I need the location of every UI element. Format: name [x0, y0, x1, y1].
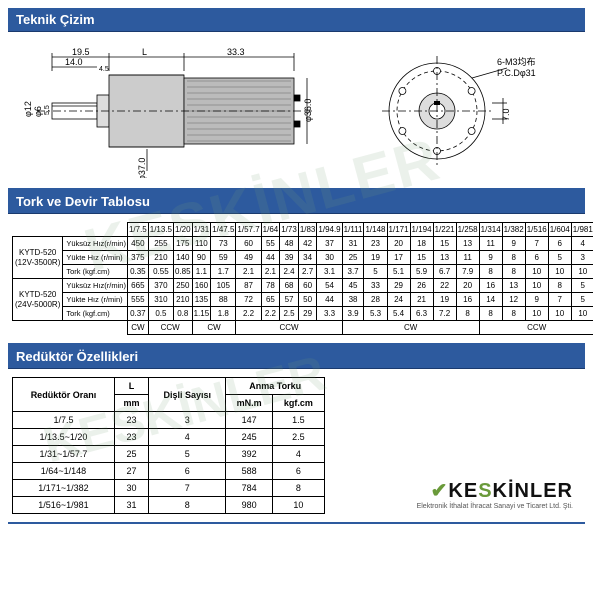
logo-text: ✔KESKİNLER — [417, 478, 573, 503]
m2-yuksuz-row: KYTD-520(24V-5000R) Yüksüz Hız(r/min) 66… — [13, 279, 593, 293]
ratio-row: 1/7.51/13.51/201/311/47.51/57.71/641/731… — [13, 223, 593, 237]
col-L-unit: mm — [114, 395, 148, 412]
model1-cell: KYTD-520(12V-3500R) — [13, 237, 63, 279]
svg-text:φ37.0: φ37.0 — [137, 157, 147, 177]
svg-text:φ12: φ12 — [23, 101, 33, 117]
reduktor-row: 1/7.52331471.5 — [13, 412, 325, 429]
reduktor-row: 1/31~1/57.72553924 — [13, 446, 325, 463]
m1-yuksuz-row: KYTD-520(12V-3500R) Yüksüz Hız(r/min) 45… — [13, 237, 593, 251]
svg-text:φ36.0: φ36.0 — [303, 98, 313, 121]
reduktor-table: Redüktör Oranı L Dişli Sayısı Anma Torku… — [12, 377, 325, 514]
tork-body: 1/7.51/13.51/201/311/47.51/57.71/641/731… — [8, 214, 585, 345]
col-kgfcm: kgf.cm — [272, 395, 324, 412]
col-disli: Dişli Sayısı — [149, 378, 226, 412]
reduktor-body: Redüktör Oranı L Dişli Sayısı Anma Torku… — [8, 369, 585, 524]
col-L: L — [114, 378, 148, 395]
svg-text:33.3: 33.3 — [227, 47, 245, 57]
col-anma: Anma Torku — [226, 378, 325, 395]
svg-text:4.5: 4.5 — [99, 66, 109, 73]
section-header-reduktor: Redüktör Özellikleri — [8, 345, 585, 369]
svg-text:P.C.Dφ31: P.C.Dφ31 — [497, 68, 536, 78]
teknik-body: 19.5 L 33.3 14.0 4.5 φ12 φ6 5.5 φ37.0 φ3… — [8, 32, 585, 190]
col-mnm: mN.m — [226, 395, 273, 412]
reduktor-row: 1/516~1/98131898010 — [13, 497, 325, 514]
svg-text:19.5: 19.5 — [72, 47, 90, 57]
drawing-svg: 19.5 L 33.3 14.0 4.5 φ12 φ6 5.5 φ37.0 φ3… — [17, 43, 577, 178]
svg-text:φ6: φ6 — [33, 106, 43, 117]
reduktor-row: 1/13.5~1/202342452.5 — [13, 429, 325, 446]
logo-green-swoosh: ✔ — [431, 480, 449, 502]
m1-yukte-row: Yükte Hız (r/min) 3752101409059494439343… — [13, 251, 593, 265]
reduktor-row: 1/171~1/3823077848 — [13, 480, 325, 497]
m1-tork-row: Tork (kgf.cm) 0.350.550.851.11.72.12.12.… — [13, 265, 593, 279]
m2-tork-row: Tork (kgf.cm) 0.370.50.81.151.82.22.22.5… — [13, 307, 593, 321]
m2-yukte-row: Yükte Hız (r/min) 5553102101358872655750… — [13, 293, 593, 307]
logo-subtitle: Elektronik İthalat İhracat Sanayi ve Tic… — [417, 503, 573, 510]
cw-row: CW CCW CW CCW CW CCW — [13, 321, 593, 335]
svg-text:5.5: 5.5 — [44, 105, 51, 115]
tork-table: 1/7.51/13.51/201/311/47.51/57.71/641/731… — [12, 222, 593, 335]
svg-text:14.0: 14.0 — [65, 57, 83, 67]
svg-text:L: L — [142, 47, 147, 57]
technical-drawing: 19.5 L 33.3 14.0 4.5 φ12 φ6 5.5 φ37.0 φ3… — [12, 40, 581, 180]
logo: ✔KESKİNLER Elektronik İthalat İhracat Sa… — [417, 478, 573, 510]
model2-cell: KYTD-520(24V-5000R) — [13, 279, 63, 321]
col-orani: Redüktör Oranı — [13, 378, 115, 412]
svg-text:6-M3均布: 6-M3均布 — [497, 56, 536, 67]
section-header-tork: Tork ve Devir Tablosu — [8, 190, 585, 214]
svg-text:7.0: 7.0 — [501, 108, 511, 121]
reduktor-row: 1/64~1/1482765886 — [13, 463, 325, 480]
section-header-teknik: Teknik Çizim — [8, 8, 585, 32]
